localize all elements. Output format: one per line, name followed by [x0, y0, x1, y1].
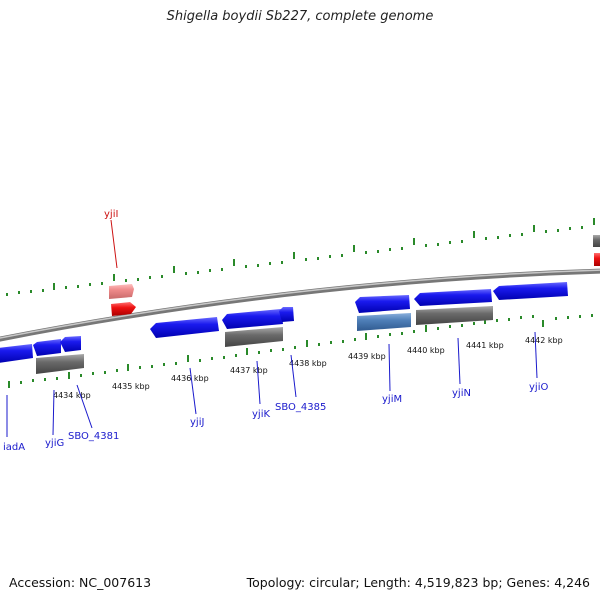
feature-yjiK[interactable] — [222, 309, 283, 329]
gene-label-yjiK[interactable]: yjiK — [252, 409, 270, 420]
feature-edge-red[interactable] — [594, 253, 600, 266]
kbp-label-4438: 4438 kbp — [289, 359, 327, 368]
feature-yjiO[interactable] — [493, 282, 568, 300]
gene-label-yjiN[interactable]: yjiN — [452, 388, 471, 399]
feature-yjiM[interactable] — [355, 295, 410, 313]
kbp-label-4435: 4435 kbp — [112, 382, 150, 391]
accession-label: Accession: NC_007613 — [9, 575, 152, 590]
kbp-label-4439: 4439 kbp — [348, 352, 386, 361]
gene-label-yjiI[interactable]: yjiI — [104, 209, 118, 220]
kbp-label-4440: 4440 kbp — [407, 346, 445, 355]
leader-lines — [6, 219, 538, 437]
lower-tick-track — [8, 314, 593, 388]
gene-label-yjiG[interactable]: yjiG — [45, 438, 64, 449]
gene-label-yjiM[interactable]: yjiM — [382, 394, 402, 405]
feature-yjiN-cds[interactable] — [416, 306, 493, 325]
kbp-label-4441: 4441 kbp — [466, 341, 504, 350]
kbp-label-4442: 4442 kbp — [525, 336, 563, 345]
feature-yjiI-red[interactable] — [111, 302, 136, 316]
feature-yjiJ[interactable] — [150, 317, 219, 338]
kbp-label-4437: 4437 kbp — [230, 366, 268, 375]
feature-yjiK-cds[interactable] — [225, 327, 283, 347]
genome-backbone-highlight — [0, 269, 600, 339]
gene-label-iadA[interactable]: iadA — [3, 442, 25, 453]
feature-yjiM-cds[interactable] — [357, 313, 411, 331]
map-title: Shigella boydii Sb227, complete genome — [166, 9, 434, 24]
feature-SBO_4381[interactable] — [60, 336, 81, 352]
gene-label-SBO_4381[interactable]: SBO_4381 — [68, 431, 119, 442]
feature-iadA[interactable] — [0, 344, 33, 363]
kbp-label-4434: 4434 kbp — [53, 391, 91, 400]
feature-SBO_4385[interactable] — [279, 307, 294, 322]
genome-backbone — [0, 268, 600, 342]
feature-yjiN[interactable] — [414, 289, 492, 306]
feature-edge-gray[interactable] — [593, 235, 600, 247]
gene-label-SBO_4385[interactable]: SBO_4385 — [275, 402, 326, 413]
gene-label-yjiJ[interactable]: yjiJ — [190, 417, 204, 428]
gene-label-yjiO[interactable]: yjiO — [529, 382, 548, 393]
feature-yjiG[interactable] — [33, 339, 61, 356]
feature-yjiG-cds[interactable] — [36, 354, 84, 374]
genome-stats-label: Topology: circular; Length: 4,519,823 bp… — [246, 575, 590, 590]
upper-tick-track — [6, 218, 595, 296]
feature-yjiI-pink[interactable] — [109, 284, 134, 299]
kbp-label-4436: 4436 kbp — [171, 374, 209, 383]
